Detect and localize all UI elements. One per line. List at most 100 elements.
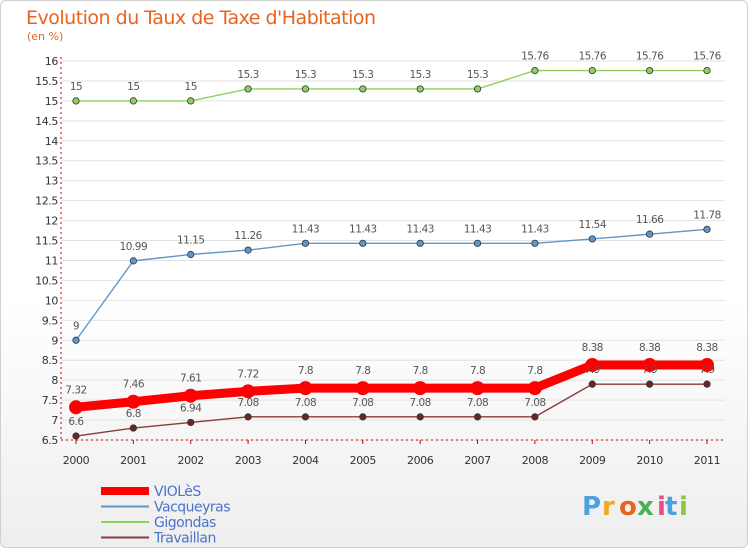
data-point-gigondas — [531, 66, 539, 75]
data-label-viols: 8.38 — [639, 342, 660, 354]
y-tick-label: 11 — [45, 254, 58, 267]
legend-label: Vacqueyras — [154, 500, 230, 516]
legend-label: Gigondas — [154, 515, 216, 531]
data-point-viols — [69, 400, 83, 415]
logo-letter: x — [637, 492, 654, 522]
data-label-travaillan: 7.08 — [352, 397, 373, 409]
data-point-gigondas — [473, 85, 482, 93]
data-point-viols — [527, 381, 542, 396]
data-label-travaillan: 6.8 — [126, 408, 141, 420]
y-tick-label: 8 — [51, 374, 58, 387]
data-point-travaillan — [187, 418, 195, 427]
data-label-viols: 7.8 — [413, 365, 428, 377]
data-label-travaillan: 7.9 — [699, 364, 714, 376]
x-tick-label: 2000 — [63, 454, 90, 467]
data-point-viols — [700, 357, 714, 372]
data-point-travaillan — [473, 413, 482, 421]
data-label-vacqueyras: 9 — [73, 320, 79, 332]
y-tick-label: 8.5 — [42, 354, 59, 367]
data-point-vacqueyras — [129, 257, 137, 265]
y-tick-label: 15.5 — [35, 75, 58, 88]
logo-letter: i — [679, 492, 688, 522]
data-label-vacqueyras: 11.43 — [292, 223, 320, 235]
data-point-vacqueyras — [531, 239, 539, 247]
data-point-viols — [241, 384, 256, 399]
y-tick-label: 7.5 — [42, 394, 59, 407]
y-tick-label: 9.5 — [42, 314, 59, 327]
data-point-vacqueyras — [187, 250, 195, 259]
data-label-gigondas: 15.76 — [636, 51, 664, 63]
data-label-gigondas: 15.3 — [352, 69, 373, 81]
x-tick-label: 2004 — [292, 454, 319, 467]
data-label-viols: 7.32 — [65, 384, 86, 396]
data-point-viols — [298, 381, 313, 396]
data-label-viols: 7.46 — [123, 379, 145, 391]
data-label-travaillan: 7.08 — [467, 397, 488, 409]
x-tick-label: 2005 — [350, 454, 377, 467]
data-label-vacqueyras: 11.43 — [521, 223, 549, 235]
data-label-viols: 7.8 — [527, 365, 542, 377]
data-label-gigondas: 15.3 — [295, 69, 316, 81]
data-point-gigondas — [129, 97, 137, 105]
data-label-vacqueyras: 11.54 — [578, 219, 606, 231]
y-tick-label: 6.5 — [42, 434, 59, 447]
data-point-vacqueyras — [244, 246, 252, 254]
x-tick-label: 2001 — [120, 454, 146, 467]
data-point-travaillan — [703, 380, 711, 388]
data-label-viols: 7.61 — [180, 373, 201, 385]
data-point-gigondas — [588, 66, 596, 75]
data-point-vacqueyras — [301, 239, 310, 247]
data-point-gigondas — [416, 85, 424, 93]
data-label-vacqueyras: 11.43 — [406, 223, 434, 235]
data-point-gigondas — [646, 66, 654, 75]
series-line-viols — [75, 360, 707, 412]
data-point-gigondas — [359, 85, 367, 93]
legend-label: Travaillan — [153, 531, 216, 547]
data-point-viols — [126, 394, 141, 409]
data-point-travaillan — [129, 424, 137, 432]
x-tick-label: 2003 — [235, 454, 262, 467]
y-tick-label: 12.5 — [35, 195, 58, 208]
data-point-travaillan — [359, 413, 367, 421]
data-point-gigondas — [72, 97, 80, 105]
y-tick-label: 14 — [45, 135, 59, 148]
data-label-vacqueyras: 11.26 — [234, 230, 262, 242]
data-label-vacqueyras: 11.78 — [693, 209, 721, 221]
logo-letter: i — [657, 492, 666, 522]
data-label-vacqueyras: 11.43 — [349, 223, 377, 235]
data-label-travaillan: 7.9 — [642, 364, 657, 376]
data-point-vacqueyras — [72, 336, 80, 344]
data-point-vacqueyras — [703, 225, 711, 233]
data-point-travaillan — [72, 432, 80, 440]
x-tick-label: 2011 — [694, 454, 720, 467]
data-label-gigondas: 15.3 — [237, 69, 258, 81]
data-point-viols — [355, 381, 370, 396]
data-point-vacqueyras — [588, 235, 596, 243]
logo-letter: t — [665, 492, 677, 522]
data-point-vacqueyras — [646, 230, 654, 238]
axes: 6.5 7 7.5 8 8.5 9 9.5 10 10.5 11 11.5 12 12.5 13 13.5 1… — [35, 55, 725, 467]
series-line-vacqueyras — [75, 228, 708, 341]
data-point-gigondas — [301, 85, 310, 93]
y-tick-label: 9 — [51, 334, 58, 347]
data-label-gigondas: 15 — [185, 81, 197, 93]
x-tick-label: 2007 — [464, 454, 491, 467]
data-label-travaillan: 7.08 — [237, 397, 258, 409]
data-label-gigondas: 15.76 — [521, 51, 549, 63]
data-label-viols: 7.8 — [470, 365, 485, 377]
x-tick-label: 2010 — [636, 454, 663, 467]
data-label-viols: 8.38 — [696, 342, 717, 354]
data-point-travaillan — [244, 413, 252, 421]
y-tick-label: 14.5 — [35, 115, 58, 128]
data-point-travaillan — [531, 413, 539, 421]
logo-letter: r — [602, 492, 615, 522]
data-label-gigondas: 15 — [70, 81, 82, 93]
data-label-travaillan: 7.08 — [524, 397, 545, 409]
data-label-gigondas: 15.3 — [409, 69, 430, 81]
data-point-gigondas — [703, 66, 711, 75]
chart-title: Evolution du Taux de Taxe d'Habitation — [26, 7, 376, 29]
data-point-gigondas — [187, 97, 195, 105]
data-label-vacqueyras: 11.66 — [636, 214, 664, 226]
